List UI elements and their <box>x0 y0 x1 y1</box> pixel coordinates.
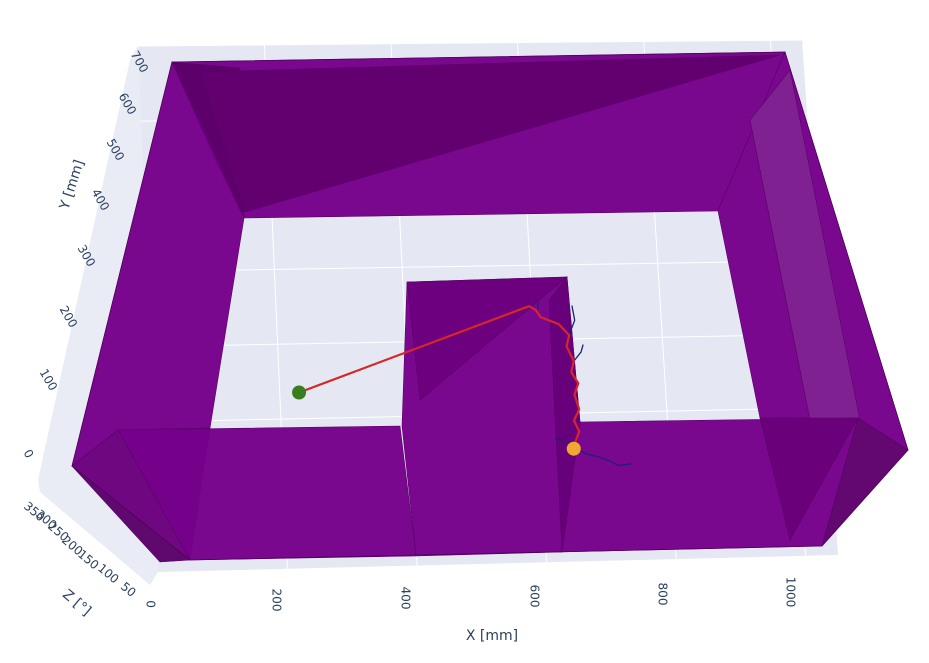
planned-path <box>298 305 581 447</box>
obstacle-face <box>199 54 781 213</box>
x-axis-title: X [mm] <box>466 628 518 644</box>
tree-branch <box>573 344 584 362</box>
path-endpoints <box>292 385 581 456</box>
y-axis-title: Y [mm] <box>56 158 87 213</box>
tree-branch <box>573 445 632 467</box>
tree-branch <box>568 305 576 336</box>
path-line <box>298 305 581 447</box>
obstacle-face <box>759 417 859 541</box>
y-tick-label: 100 <box>37 366 61 393</box>
obstacle-walls <box>71 51 909 563</box>
x-tick-label: 1000 <box>784 577 798 608</box>
x-tick-label: 600 <box>528 585 542 608</box>
start-point-marker <box>292 385 307 400</box>
x-tick-label-origin: 0 <box>144 600 158 608</box>
tree-branch <box>536 302 540 310</box>
z-tick-label: 50 <box>118 579 139 600</box>
base-backdrop <box>38 480 158 585</box>
goal-point-marker <box>566 441 581 456</box>
x-tick-label: 800 <box>656 583 670 606</box>
grid-line-y <box>137 39 803 47</box>
x-tick-label: 200 <box>270 589 284 612</box>
y-tick-label: 0 <box>20 447 36 461</box>
z-axis-title: Z [°] <box>59 587 94 620</box>
z-tick-label: 100 <box>95 561 122 586</box>
x-tick-label: 400 <box>399 587 413 610</box>
obstacle-face <box>548 276 581 553</box>
x-axis-ticks: 200 400 600 800 1000 0 <box>144 577 798 612</box>
grid-line-y <box>146 260 818 272</box>
obstacle-outline <box>71 51 909 561</box>
